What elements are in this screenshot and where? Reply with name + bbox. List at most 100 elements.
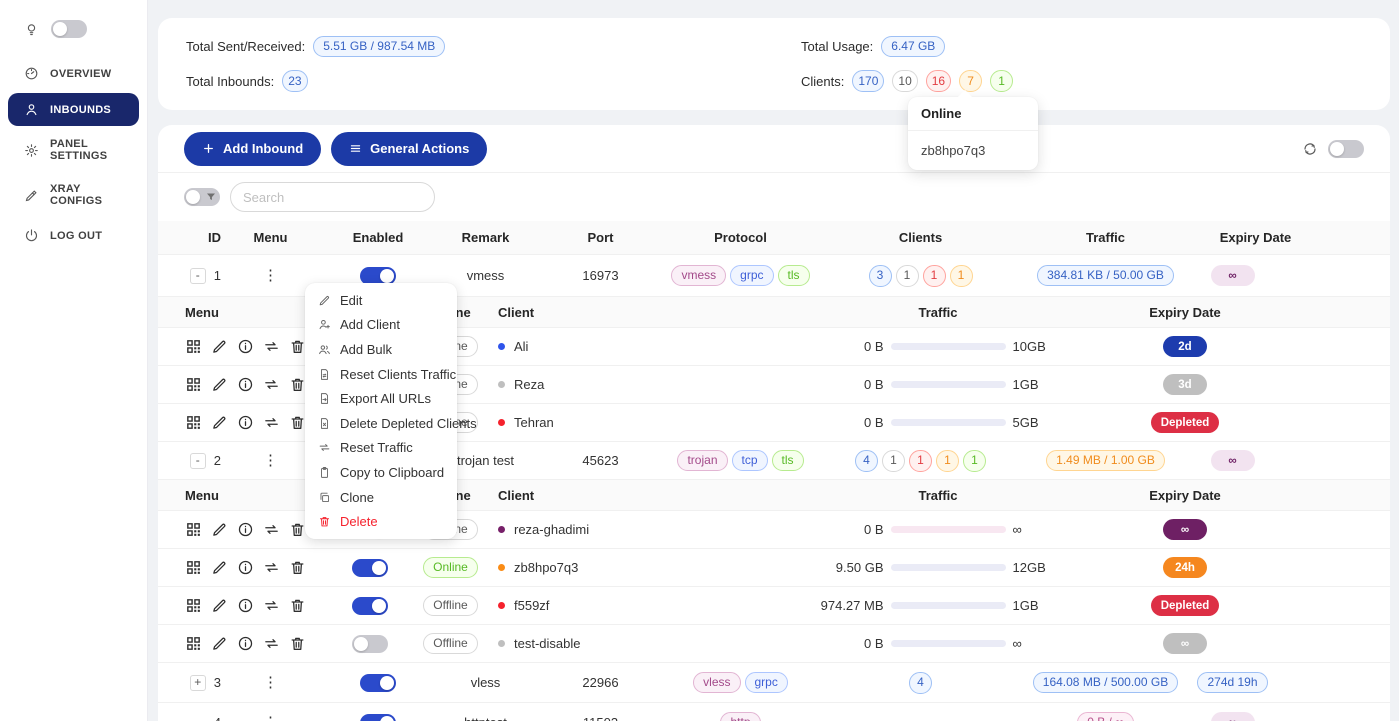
info-icon[interactable] [237,376,254,393]
reset-traffic-icon[interactable] [263,376,280,393]
collapse-button[interactable]: - [190,268,206,284]
delete-icon[interactable] [289,635,306,652]
menu-item-edit[interactable]: Edit [305,288,457,313]
info-icon[interactable] [237,597,254,614]
menu-item-export-all-urls[interactable]: Export All URLs [305,386,457,411]
menu-item-delete-depleted-clients[interactable]: Delete Depleted Clients [305,411,457,436]
qr-code-icon[interactable] [185,597,202,614]
edit-icon[interactable] [211,635,228,652]
auto-refresh-toggle[interactable] [1328,140,1364,158]
sidebar-item-inbounds[interactable]: INBOUNDS [8,93,139,126]
row-menu-button[interactable]: ⋮ [263,268,278,283]
client-count-badge: 1 [936,450,959,472]
client-dot [498,602,505,609]
sidebar: OVERVIEW INBOUNDS PANEL SETTINGS XRAY CO… [0,0,148,721]
reset-traffic-icon[interactable] [263,559,280,576]
menu-item-copy-to-clipboard[interactable]: Copy to Clipboard [305,460,457,485]
info-icon[interactable] [237,521,254,538]
theme-toggle[interactable] [51,20,87,38]
edit-icon[interactable] [211,414,228,431]
edit-icon[interactable] [211,597,228,614]
client-actions [158,597,308,614]
online-client-name[interactable]: zb8hpo7q3 [908,131,1038,170]
col-header-expiry: Expiry Date [1128,488,1288,503]
qr-code-icon[interactable] [185,521,202,538]
client-count-badges: 3 1 1 1 [833,265,1008,287]
menu-item-reset-clients-traffic[interactable]: Reset Clients Traffic [305,362,457,387]
inbound-enabled-toggle[interactable] [360,674,396,692]
menu-item-reset-traffic[interactable]: Reset Traffic [305,436,457,461]
search-input[interactable] [230,182,435,212]
refresh-icon[interactable] [1302,141,1318,157]
info-icon[interactable] [237,559,254,576]
reset-traffic-icon[interactable] [263,597,280,614]
delete-icon[interactable] [289,414,306,431]
reset-traffic-icon[interactable] [263,521,280,538]
info-icon[interactable] [237,338,254,355]
client-traffic: 0 B 1GB [748,377,1128,392]
tool-icon [24,188,39,203]
row-menu-button[interactable]: ⋮ [263,715,278,721]
info-icon[interactable] [237,414,254,431]
client-enabled-toggle[interactable] [352,597,388,615]
online-status-badge: Online [423,557,478,578]
qr-code-icon[interactable] [185,338,202,355]
qr-code-icon[interactable] [185,414,202,431]
info-icon[interactable] [237,635,254,652]
inbound-id: 1 [214,268,221,283]
expiry-badge: ∞ [1211,450,1255,471]
expand-button[interactable]: + [190,675,206,691]
traffic-used: 0 B [812,522,884,537]
delete-icon[interactable] [289,338,306,355]
inbound-enabled-toggle[interactable] [360,714,396,721]
edit-icon [318,294,331,307]
client-enabled-toggle[interactable] [352,635,388,653]
traffic-limit: 10GB [1013,339,1065,354]
client-name: test-disable [514,636,580,651]
inbound-id: 4 [214,715,221,721]
protocol-badges: http [648,712,833,721]
menu-bars-icon [349,142,362,155]
copy-clipboard-icon [318,466,331,479]
add-inbound-button[interactable]: Add Inbound [184,132,321,166]
collapse-button[interactable]: - [190,453,206,469]
sidebar-item-overview[interactable]: OVERVIEW [8,57,139,90]
clients-online-badge[interactable]: 1 [990,70,1013,92]
delete-icon[interactable] [289,521,306,538]
general-actions-button[interactable]: General Actions [331,132,487,166]
menu-item-delete[interactable]: Delete [305,509,457,534]
qr-code-icon[interactable] [185,376,202,393]
edit-icon[interactable] [211,559,228,576]
edit-icon[interactable] [211,376,228,393]
qr-code-icon[interactable] [185,635,202,652]
sidebar-item-log-out[interactable]: LOG OUT [8,219,139,252]
reset-traffic-icon[interactable] [263,635,280,652]
inbound-enabled-toggle[interactable] [360,267,396,285]
menu-item-add-client[interactable]: Add Client [305,313,457,338]
reset-traffic-icon[interactable] [263,414,280,431]
delete-icon[interactable] [289,597,306,614]
expiry-badge: Depleted [1151,412,1220,433]
client-traffic: 0 B 5GB [748,415,1128,430]
client-dot [498,640,505,647]
row-menu-button[interactable]: ⋮ [263,675,278,690]
traffic-bar [891,640,1006,647]
menu-item-clone[interactable]: Clone [305,485,457,510]
row-menu-button[interactable]: ⋮ [263,453,278,468]
edit-icon[interactable] [211,338,228,355]
col-header-client: Client [498,488,748,503]
sidebar-item-panel-settings[interactable]: PANEL SETTINGS [8,129,139,171]
delete-icon[interactable] [289,559,306,576]
qr-code-icon[interactable] [185,559,202,576]
menu-item-add-bulk[interactable]: Add Bulk [305,337,457,362]
sidebar-item-xray-configs[interactable]: XRAY CONFIGS [8,174,139,216]
add-bulk-icon [318,343,331,356]
client-enabled-toggle[interactable] [352,559,388,577]
edit-icon[interactable] [211,521,228,538]
expiry-badge: ∞ [1163,519,1207,540]
delete-icon[interactable] [289,376,306,393]
client-name: Reza [514,377,544,392]
protocol-badges: vmess grpc tls [648,265,833,286]
reset-traffic-icon[interactable] [263,338,280,355]
filter-toggle[interactable] [184,188,220,206]
